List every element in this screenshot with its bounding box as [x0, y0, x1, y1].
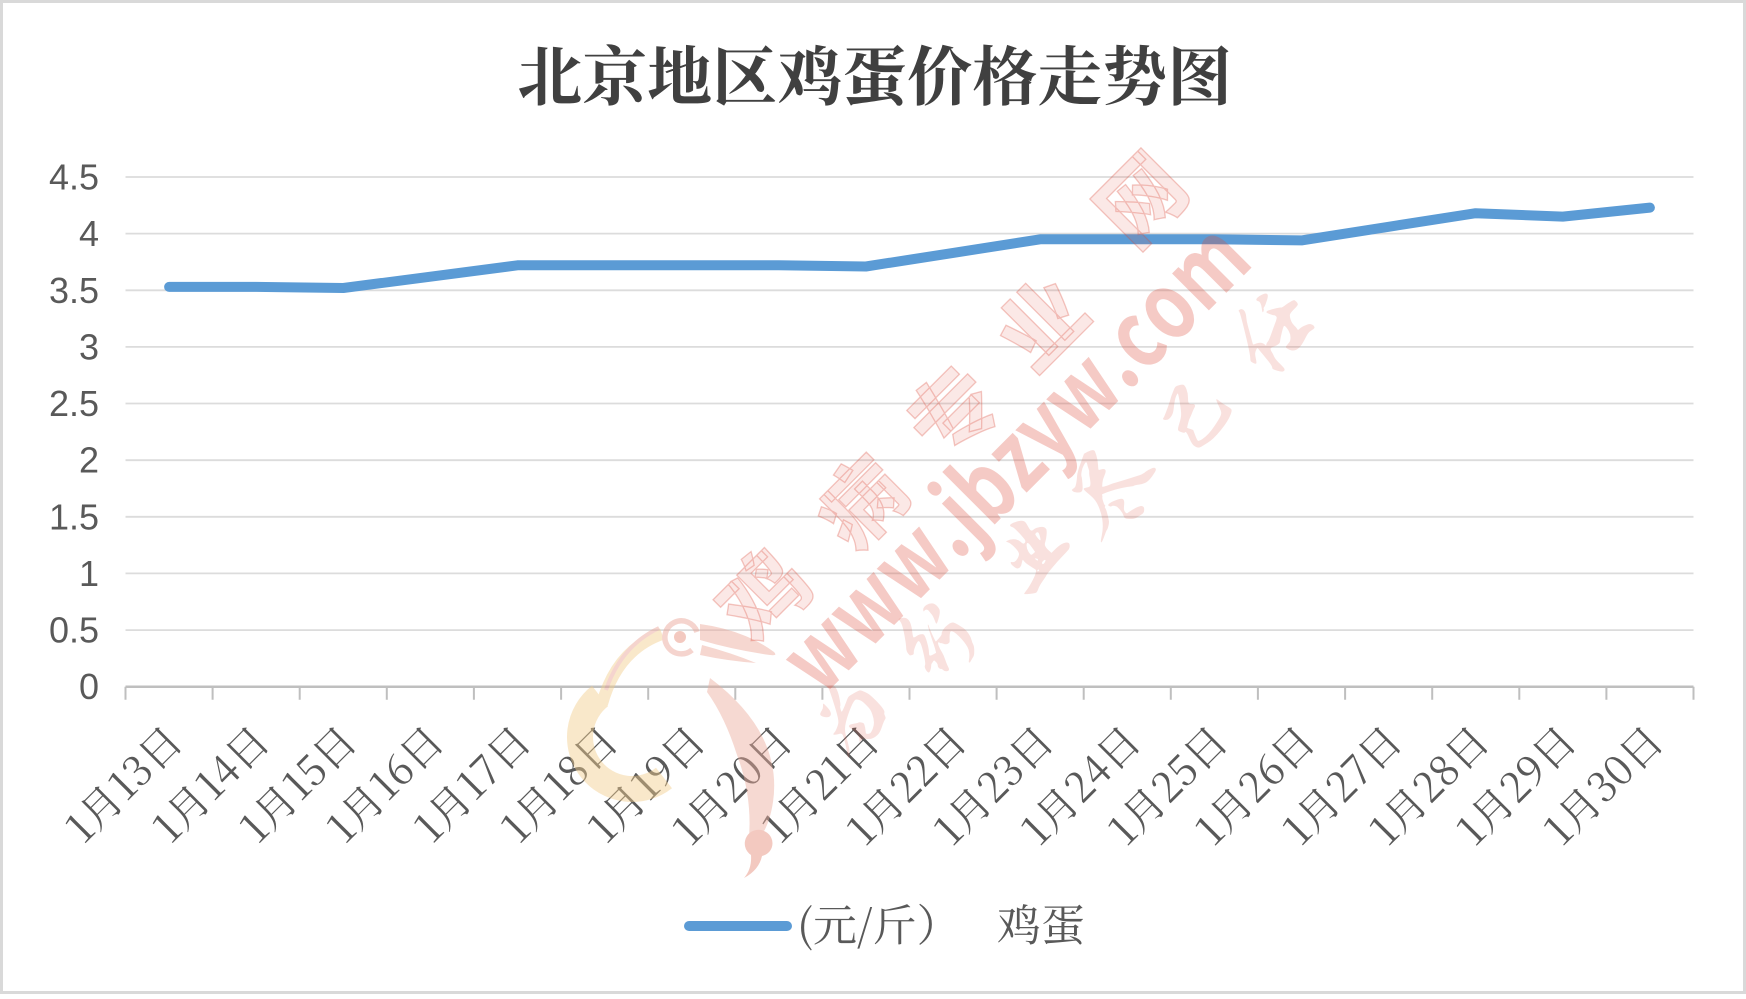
svg-text:2: 2: [79, 440, 99, 481]
svg-text:1.5: 1.5: [49, 496, 99, 537]
svg-text:2.5: 2.5: [49, 383, 99, 424]
svg-text:4.5: 4.5: [49, 157, 99, 198]
svg-text:0: 0: [79, 666, 99, 707]
svg-text:4: 4: [79, 213, 99, 254]
svg-text:3.5: 3.5: [49, 270, 99, 311]
svg-text:1: 1: [79, 553, 99, 594]
svg-text:0.5: 0.5: [49, 610, 99, 651]
svg-text:3: 3: [79, 326, 99, 367]
